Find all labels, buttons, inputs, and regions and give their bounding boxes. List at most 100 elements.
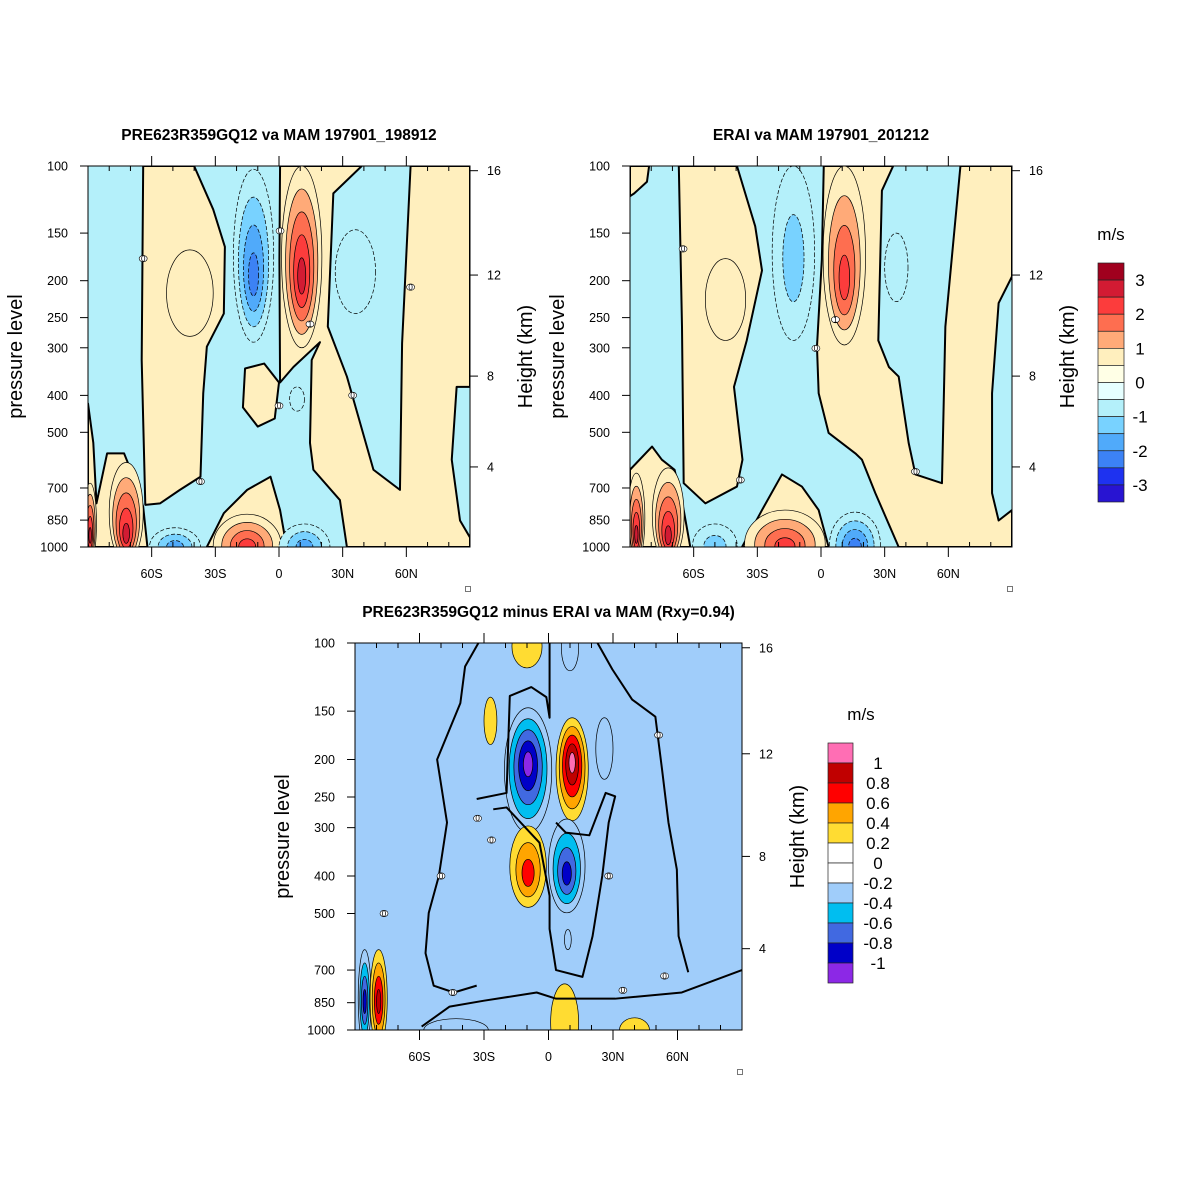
contour-level [704, 258, 747, 341]
contour-level [884, 232, 909, 302]
contour-label: 0 [681, 245, 686, 254]
contour-label: 0 [198, 477, 203, 486]
y-tick-label: 200 [589, 274, 610, 288]
y-tick-label: 1000 [40, 541, 68, 555]
contour-label: 0 [439, 872, 444, 881]
x-tick-label: 60S [683, 567, 705, 581]
y-tick-label: 1000 [582, 541, 610, 555]
contour-label: 0 [350, 391, 355, 400]
contour-level [774, 537, 796, 547]
colorbar-box [1097, 279, 1125, 298]
height-tick-label: 8 [1029, 370, 1036, 384]
y-tick-label: 700 [589, 481, 610, 495]
contour-label-box [831, 316, 840, 324]
y-tick-label: 150 [47, 227, 68, 241]
y-tick-label: 400 [314, 869, 335, 883]
negative-background [355, 643, 742, 1030]
colorbar-box [1097, 433, 1125, 452]
y-tick-label: 850 [47, 514, 68, 528]
y-tick-label: 500 [47, 426, 68, 440]
colorbar-box [1097, 399, 1125, 417]
y-tick-label: 400 [589, 389, 610, 403]
height-axis-label: Height (km) [787, 785, 809, 888]
height-tick-label: 16 [759, 641, 773, 655]
y-axis-label: pressure level [547, 294, 569, 419]
x-tick-label: 60S [141, 567, 163, 581]
contour-label: 1 [833, 315, 838, 324]
contour-level [564, 929, 572, 951]
y-tick-label: 150 [314, 705, 335, 719]
colorbar-label: -2 [1132, 442, 1147, 461]
colorbar-box [827, 922, 854, 944]
contour-level [376, 989, 382, 1014]
contour-label-box [487, 836, 496, 844]
colorbar-label: 3 [1135, 271, 1144, 290]
contour-label: 0 [738, 476, 743, 485]
height-tick-label: 12 [1029, 269, 1043, 283]
contour-plot-2: 0 0 0 0 0 0 0 0 0 60S 30S 0 30N 60N 100 150 200 250 300 400… [272, 604, 809, 1075]
contour-level [166, 249, 214, 337]
contour-level [782, 214, 805, 303]
contour-level [848, 537, 862, 547]
colorbar-0: 3 2 1 0 -1 -2 -3 m/s [1097, 225, 1148, 503]
contour-label-box [660, 972, 669, 980]
x-tick-label: 30N [602, 1050, 625, 1064]
y-tick-label: 150 [589, 227, 610, 241]
colorbar-box [1097, 348, 1125, 366]
x-tick-label: 30N [331, 567, 354, 581]
colorbar-box [1097, 450, 1125, 469]
colorbar-box [827, 822, 854, 844]
contour-plot-0: 0 0 0 0 0 0 1 60S 30S 0 30N 60N 100 150 200 250 300 400 50… [5, 127, 537, 592]
plot-area: 0 0 0 0 0 0 1 [88, 166, 470, 547]
colorbar-box [827, 762, 854, 784]
colorbar-label: 0.6 [866, 794, 890, 813]
contour-label-box [604, 872, 614, 880]
colorbar-label: -1 [870, 954, 885, 973]
colorbar-box [1097, 382, 1125, 400]
height-tick-label: 12 [487, 269, 501, 283]
colorbar-box [827, 902, 854, 924]
contour-label: 0 [278, 227, 283, 236]
x-tick-label: 0 [818, 567, 825, 581]
y-tick-label: 100 [47, 160, 68, 174]
contour-label: 0 [913, 467, 918, 476]
contour-plot-1: 0 0 0 0 1 60S 30S 0 30N 60N 100 150 200 250 300 400 500 7… [547, 127, 1079, 592]
x-tick-label: 60N [937, 567, 960, 581]
zero-contour-line [476, 643, 551, 800]
contour-level [561, 861, 572, 886]
y-tick-label: 200 [47, 274, 68, 288]
colorbar-unit: m/s [847, 705, 874, 724]
contour-label: 0 [656, 731, 661, 740]
contour-level [568, 752, 576, 774]
contour-level [334, 229, 376, 314]
colorbar-label: 0 [1135, 373, 1144, 392]
colorbar-label: -0.4 [863, 894, 892, 913]
contour-label-box [736, 476, 745, 484]
contour-level [297, 257, 307, 295]
contour-label: 0 [814, 344, 819, 353]
colorbar-label: -0.6 [863, 914, 892, 933]
contour-level [619, 1017, 650, 1030]
contour-label-box [348, 391, 357, 399]
corner-marker [737, 1069, 743, 1075]
contour-level [511, 643, 543, 669]
x-tick-label: 30S [473, 1050, 495, 1064]
contour-level [664, 525, 672, 546]
colorbar-unit: m/s [1097, 225, 1124, 244]
contour-label: 0 [277, 402, 282, 411]
contour-level [521, 858, 535, 887]
y-tick-label: 400 [47, 389, 68, 403]
contour-label: 0 [606, 872, 611, 881]
y-tick-label: 250 [589, 311, 610, 325]
contour-label-box [275, 227, 285, 235]
contour-label-box [811, 344, 821, 352]
height-tick-label: 8 [487, 370, 494, 384]
colorbar-box [827, 862, 854, 884]
contour-level [838, 254, 850, 301]
contour-level [634, 525, 639, 544]
colorbar-box [1097, 296, 1125, 315]
x-tick-label: 0 [276, 567, 283, 581]
y-axis-label: pressure level [5, 294, 27, 419]
colorbar-box [827, 742, 854, 764]
contour-label: 0 [382, 909, 387, 918]
